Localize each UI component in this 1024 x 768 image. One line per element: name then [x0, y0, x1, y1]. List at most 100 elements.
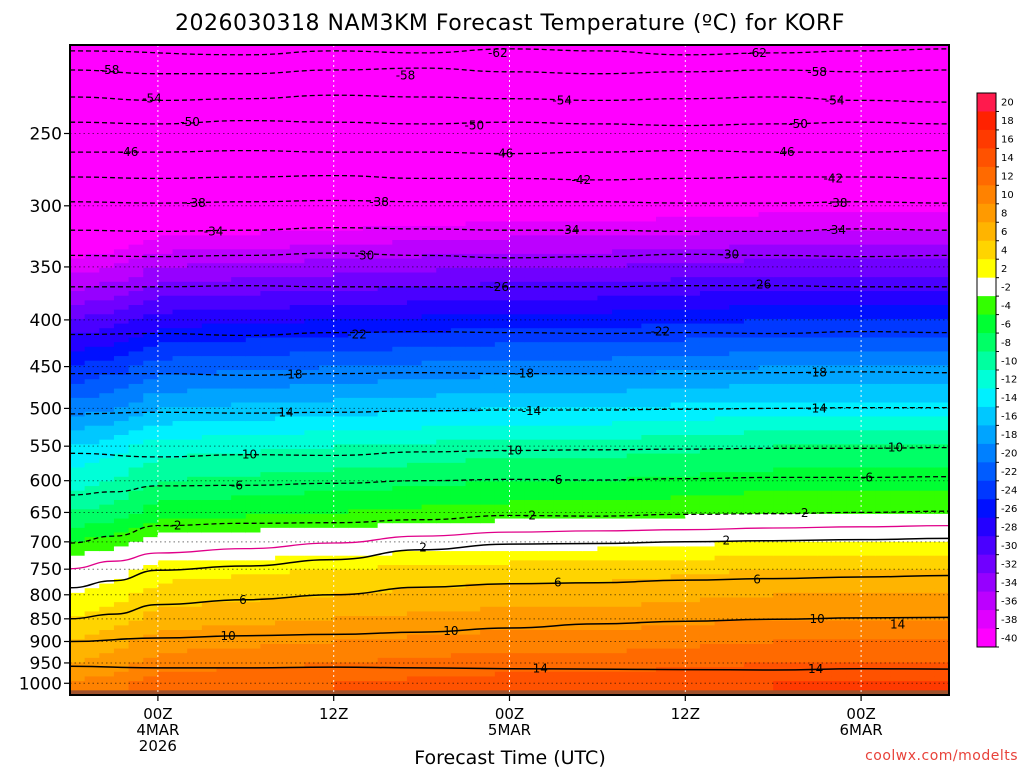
temperature-cell [524, 128, 540, 134]
temperature-cell [319, 421, 335, 427]
temperature-cell [406, 323, 423, 329]
temperature-cell [363, 472, 379, 478]
temperature-cell [128, 416, 144, 422]
temperature-cell [143, 114, 159, 120]
temperature-cell [84, 184, 100, 190]
temperature-cell [568, 332, 584, 339]
temperature-cell [260, 175, 276, 181]
temperature-cell [84, 253, 100, 260]
temperature-cell [436, 221, 452, 227]
temperature-cell [421, 323, 437, 329]
temperature-cell [421, 588, 437, 594]
temperature-cell [245, 277, 262, 283]
temperature-cell [392, 105, 408, 111]
temperature-cell [363, 82, 379, 88]
temperature-cell [304, 634, 320, 640]
temperature-cell [348, 161, 364, 167]
temperature-cell [231, 272, 247, 278]
temperature-cell [260, 212, 276, 218]
temperature-cell [436, 388, 452, 394]
temperature-cell [275, 653, 291, 659]
temperature-cell [524, 578, 540, 585]
temperature-cell [465, 165, 481, 171]
temperature-cell [377, 592, 393, 599]
temperature-cell [275, 96, 291, 102]
temperature-cell [524, 676, 540, 682]
temperature-cell [538, 175, 555, 181]
temperature-cell [289, 263, 305, 269]
temperature-cell [480, 240, 496, 246]
temperature-cell [421, 606, 437, 613]
temperature-cell [436, 105, 452, 111]
temperature-cell [553, 597, 569, 603]
temperature-cell [509, 597, 525, 603]
temperature-cell [450, 551, 467, 557]
temperature-cell [538, 365, 555, 371]
temperature-cell [406, 286, 423, 292]
temperature-cell [363, 212, 379, 218]
temperature-cell [304, 72, 320, 79]
temperature-cell [275, 54, 291, 60]
temperature-cell [84, 388, 100, 394]
temperature-cell [84, 509, 100, 515]
temperature-cell [538, 574, 555, 580]
temperature-cell [363, 393, 379, 399]
temperature-cell [392, 439, 408, 445]
temperature-cell [70, 86, 86, 93]
temperature-cell [275, 435, 291, 441]
temperature-cell [172, 458, 188, 464]
temperature-cell [201, 198, 218, 204]
temperature-cell [421, 448, 437, 455]
temperature-cell [143, 193, 159, 199]
temperature-cell [480, 416, 496, 422]
temperature-cell [553, 77, 569, 83]
temperature-cell [128, 147, 144, 153]
temperature-cell [436, 63, 452, 69]
temperature-cell [509, 207, 525, 213]
temperature-cell [363, 342, 379, 348]
temperature-cell [187, 430, 203, 436]
temperature-cell [84, 300, 100, 306]
temperature-cell [377, 128, 393, 134]
temperature-cell [172, 541, 188, 548]
temperature-cell [509, 444, 525, 450]
temperature-cell [245, 393, 262, 399]
temperature-cell [245, 332, 262, 339]
temperature-cell [465, 240, 481, 246]
temperature-cell [377, 170, 393, 176]
temperature-cell [157, 504, 174, 510]
temperature-cell [172, 49, 188, 55]
temperature-cell [333, 495, 349, 501]
temperature-cell [568, 244, 584, 250]
temperature-cell [392, 253, 408, 260]
temperature-cell [187, 532, 203, 538]
temperature-cell [348, 263, 364, 269]
temperature-cell [128, 263, 144, 269]
temperature-cell [333, 258, 349, 264]
temperature-cell [509, 77, 525, 83]
temperature-cell [99, 142, 115, 148]
temperature-cell [245, 300, 262, 306]
temperature-cell [216, 583, 232, 589]
temperature-cell [524, 161, 540, 167]
temperature-cell [363, 286, 379, 292]
temperature-cell [568, 267, 584, 274]
temperature-cell [201, 128, 218, 134]
temperature-cell [348, 574, 364, 580]
temperature-cell [450, 161, 467, 167]
temperature-cell [406, 305, 423, 311]
temperature-cell [436, 86, 452, 93]
temperature-cell [568, 309, 584, 315]
temperature-cell [260, 314, 276, 320]
temperature-cell [553, 383, 569, 390]
temperature-cell [275, 156, 291, 162]
temperature-cell [304, 523, 320, 529]
temperature-cell [99, 267, 115, 274]
temperature-cell [70, 170, 86, 176]
temperature-cell [377, 267, 393, 274]
temperature-cell [113, 685, 130, 691]
temperature-cell [113, 435, 130, 441]
temperature-cell [187, 114, 203, 120]
temperature-cell [509, 574, 525, 580]
temperature-cell [392, 620, 408, 626]
